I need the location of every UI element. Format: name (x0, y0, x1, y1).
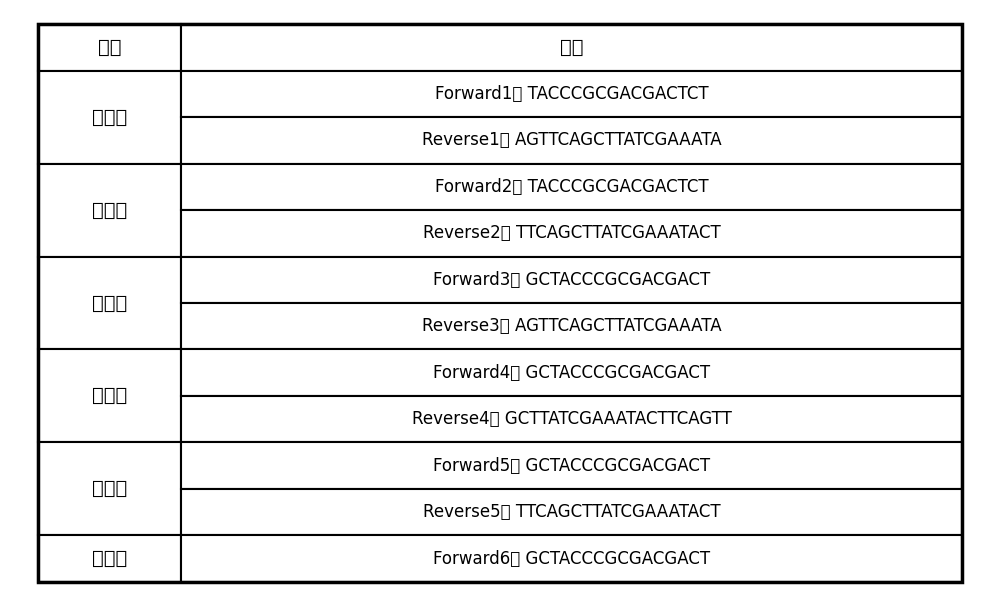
Text: Forward1： TACCCGCGACGACTCT: Forward1： TACCCGCGACGACTCT (435, 85, 708, 103)
Text: 序列: 序列 (560, 38, 583, 57)
Bar (181, 24, 962, 71)
Text: Forward2： TACCCGCGACGACTCT: Forward2： TACCCGCGACGACTCT (435, 178, 708, 196)
Bar (38, 256, 181, 350)
Bar (181, 535, 962, 582)
Text: 第四组: 第四组 (92, 387, 127, 405)
Bar (38, 535, 181, 582)
Text: Forward6： GCTACCCGCGACGACT: Forward6： GCTACCCGCGACGACT (433, 550, 710, 568)
Text: 第五组: 第五组 (92, 479, 127, 498)
Text: Forward5： GCTACCCGCGACGACT: Forward5： GCTACCCGCGACGACT (433, 456, 710, 474)
Text: Reverse3： AGTTCAGCTTATCGAAATA: Reverse3： AGTTCAGCTTATCGAAATA (422, 317, 721, 335)
Text: 组别: 组别 (98, 38, 121, 57)
Bar (181, 256, 962, 303)
Bar (181, 303, 962, 350)
Text: 第三组: 第三组 (92, 293, 127, 313)
Bar (181, 442, 962, 489)
Bar (38, 442, 181, 535)
Text: 第六组: 第六组 (92, 549, 127, 568)
Text: Forward4： GCTACCCGCGACGACT: Forward4： GCTACCCGCGACGACT (433, 364, 710, 382)
Bar (181, 164, 962, 210)
Text: 第一组: 第一组 (92, 108, 127, 127)
Text: 第二组: 第二组 (92, 201, 127, 219)
Text: Reverse4： GCTTATCGAAATACTTCAGTT: Reverse4： GCTTATCGAAATACTTCAGTT (412, 410, 732, 428)
Bar (181, 489, 962, 535)
Bar (181, 396, 962, 442)
Bar (181, 350, 962, 396)
Text: Reverse5： TTCAGCTTATCGAAATACT: Reverse5： TTCAGCTTATCGAAATACT (423, 503, 720, 521)
Bar (38, 24, 181, 71)
Text: Reverse2： TTCAGCTTATCGAAATACT: Reverse2： TTCAGCTTATCGAAATACT (423, 224, 720, 242)
Bar (38, 350, 181, 442)
Bar (181, 71, 962, 117)
Text: Reverse1： AGTTCAGCTTATCGAAATA: Reverse1： AGTTCAGCTTATCGAAATA (422, 132, 721, 150)
Bar (38, 71, 181, 164)
Bar (181, 210, 962, 256)
Text: Forward3： GCTACCCGCGACGACT: Forward3： GCTACCCGCGACGACT (433, 271, 710, 289)
Bar (181, 117, 962, 164)
Bar (38, 164, 181, 256)
